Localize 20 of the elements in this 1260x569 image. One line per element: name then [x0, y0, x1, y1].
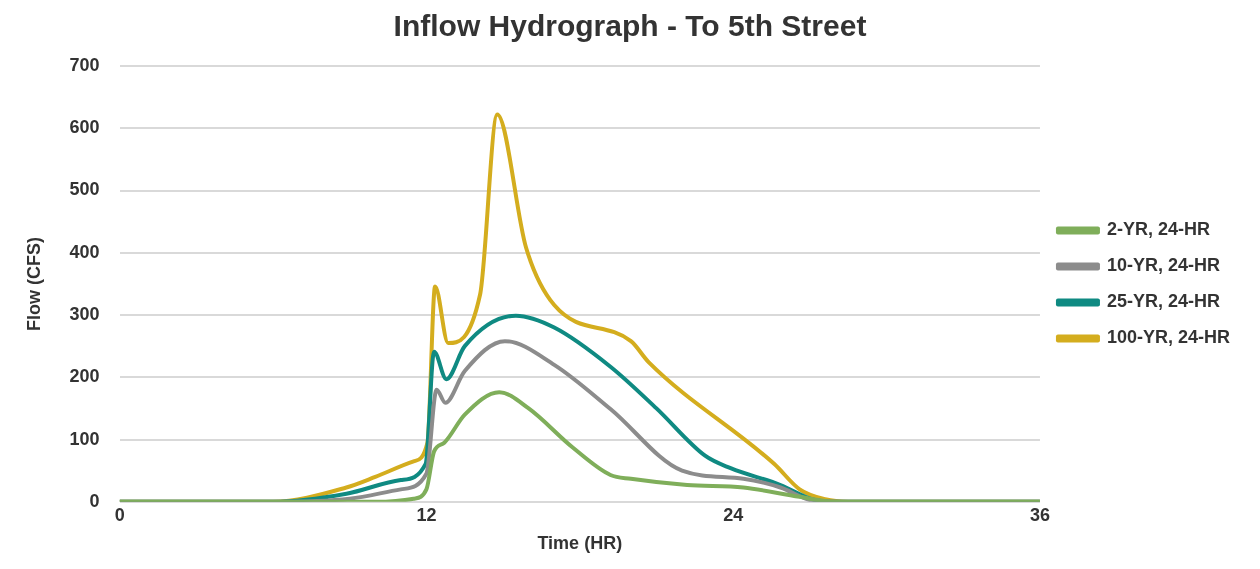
legend-label: 10-YR, 24-HR [1106, 255, 1220, 276]
y-tick-label: 600 [69, 117, 100, 138]
y-tick-label: 500 [69, 179, 100, 200]
y-tick-label: 400 [69, 241, 100, 262]
y-tick-label: 700 [69, 54, 100, 75]
y-axis-title: Flow (CFS) [23, 236, 44, 331]
line-series [119, 390, 1040, 502]
x-tick-label: 0 [114, 504, 125, 525]
legend-label: 100-YR, 24-HR [1106, 327, 1230, 348]
x-tick-label: 12 [416, 504, 437, 525]
x-tick-label: 36 [1029, 504, 1050, 525]
y-tick-label: 100 [69, 428, 100, 449]
x-axis-title: Time (HR) [537, 533, 623, 554]
x-tick-label: 24 [723, 504, 744, 525]
y-tick-label: 300 [69, 304, 100, 324]
legend-label: 2-YR, 24-HR [1106, 219, 1210, 240]
y-tick-label: 200 [69, 366, 100, 387]
chart-title: Inflow Hydrograph - To 5th Street [393, 9, 867, 43]
y-tick-label: 0 [89, 490, 100, 511]
legend-label: 25-YR, 24-HR [1106, 291, 1220, 312]
